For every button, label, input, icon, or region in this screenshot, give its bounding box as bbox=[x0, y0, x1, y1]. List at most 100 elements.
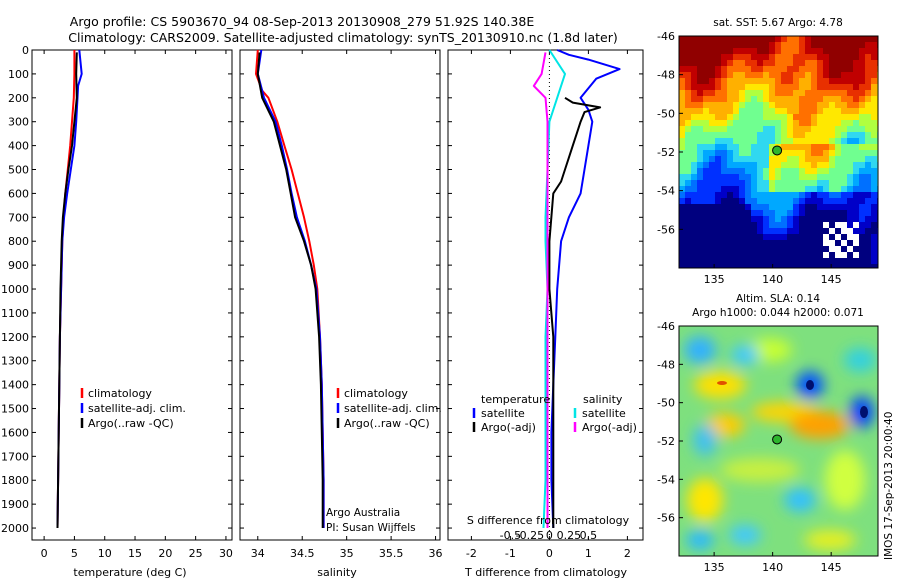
y-tick-label: 1800 bbox=[1, 474, 29, 487]
y-tick-label: 2000 bbox=[1, 522, 29, 535]
s-tick-label: -0.25 bbox=[516, 529, 544, 542]
legend-label: Argo(..raw -QC) bbox=[344, 417, 430, 430]
y-tick-label: 1400 bbox=[1, 379, 29, 392]
sla-field bbox=[679, 326, 878, 556]
series-line-satellite bbox=[542, 49, 566, 529]
sst-cells bbox=[679, 36, 878, 268]
difference-panel: -2 -1 0 1 2 -0.5-0.25 0 0.250.5 temperature salin… bbox=[447, 49, 644, 560]
y-tick-label: -48 bbox=[657, 69, 675, 82]
legend-label: satellite bbox=[582, 407, 626, 420]
sst-map: 135 140 145 -46 -48 -50 -52 -54 -56 bbox=[657, 30, 879, 286]
legend-label: satellite bbox=[481, 407, 525, 420]
y-tick-label: 1700 bbox=[1, 450, 29, 463]
x-tick-label: 0 bbox=[546, 547, 553, 560]
x-tick-label: 140 bbox=[762, 273, 783, 286]
y-tick-label: -52 bbox=[657, 435, 675, 448]
plot-frame bbox=[239, 49, 441, 541]
x-tick-label: 34.5 bbox=[290, 547, 315, 560]
difference-s-x-label: S difference from climatology bbox=[467, 514, 630, 527]
legend-label: Argo(-adj) bbox=[582, 421, 637, 434]
x-tick-label: 140 bbox=[762, 561, 783, 574]
x-tick-label: -2 bbox=[466, 547, 477, 560]
legend-header-salinity: salinity bbox=[583, 393, 623, 406]
y-tick-label: -48 bbox=[657, 358, 675, 371]
x-tick-label: 15 bbox=[128, 547, 142, 560]
legend-label: climatology bbox=[344, 387, 408, 400]
y-tick-label: 700 bbox=[8, 211, 29, 224]
temperature-panel: 0100200300400500600700800900100011001200… bbox=[1, 44, 233, 560]
imos-timestamp: IMOS 17-Sep-2013 20:00:40 bbox=[883, 412, 895, 560]
argo-location-marker bbox=[772, 434, 783, 445]
series-line-argorawqc bbox=[56, 52, 78, 529]
s-tick-label: 0 bbox=[546, 529, 553, 542]
x-tick-label: 0 bbox=[41, 547, 48, 560]
x-tick-label: 34 bbox=[251, 547, 265, 560]
y-tick-label: -50 bbox=[657, 107, 675, 120]
x-tick-label: 35.5 bbox=[379, 547, 404, 560]
plot-frame bbox=[31, 49, 233, 541]
y-tick-label: -46 bbox=[657, 320, 675, 333]
x-tick-label: 30 bbox=[219, 547, 233, 560]
s-tick-label: 0.5 bbox=[580, 529, 598, 542]
y-tick-label: 900 bbox=[8, 259, 29, 272]
x-tick-label: 36 bbox=[429, 547, 443, 560]
y-tick-label: 0 bbox=[22, 44, 29, 57]
x-tick-label: 2 bbox=[624, 547, 631, 560]
sla-map-subtitle: Argo h1000: 0.044 h2000: 0.071 bbox=[692, 307, 864, 319]
y-tick-label: -46 bbox=[657, 30, 675, 43]
y-tick-label: 1000 bbox=[1, 283, 29, 296]
x-tick-label: 1 bbox=[585, 547, 592, 560]
x-tick-label: 5 bbox=[71, 547, 78, 560]
y-tick-label: 1300 bbox=[1, 355, 29, 368]
y-tick-label: 800 bbox=[8, 235, 29, 248]
temperature-x-label: temperature (deg C) bbox=[73, 566, 186, 579]
series-line-argoadj bbox=[548, 96, 602, 528]
difference-t-x-label: T difference from climatology bbox=[464, 566, 627, 579]
sst-map-title: sat. SST: 5.67 Argo: 4.78 bbox=[713, 17, 843, 29]
legend-label: satellite-adj. clim. bbox=[88, 402, 186, 415]
y-tick-label: 1900 bbox=[1, 498, 29, 511]
argo-australia-label: Argo Australia bbox=[326, 507, 400, 519]
salinity-panel: 34 34.5 35 35.5 36 climatology satellite-adj. … bbox=[239, 49, 443, 560]
x-tick-label: 145 bbox=[821, 561, 842, 574]
y-tick-label: 1600 bbox=[1, 426, 29, 439]
y-tick-label: 300 bbox=[8, 116, 29, 129]
x-tick-label: 145 bbox=[821, 273, 842, 286]
sla-map: 135 140 145 -46 -48 -50 -52 -54 -56 bbox=[657, 320, 879, 574]
x-tick-label: 35 bbox=[340, 547, 354, 560]
series-line-argorawqc bbox=[256, 52, 324, 528]
x-tick-label: 135 bbox=[704, 561, 725, 574]
s-tick-label: 0.25 bbox=[557, 529, 582, 542]
legend-label: satellite-adj. clim. bbox=[344, 402, 442, 415]
x-tick-label: 25 bbox=[189, 547, 203, 560]
legend-label: climatology bbox=[88, 387, 152, 400]
y-tick-label: -56 bbox=[657, 512, 675, 525]
x-tick-label: 10 bbox=[98, 547, 112, 560]
y-tick-label: 100 bbox=[8, 68, 29, 81]
y-tick-label: -54 bbox=[657, 185, 675, 198]
y-tick-label: -52 bbox=[657, 146, 675, 159]
legend-label: Argo(..raw -QC) bbox=[88, 417, 174, 430]
argo-location-marker bbox=[772, 145, 783, 156]
y-tick-label: 1200 bbox=[1, 331, 29, 344]
y-tick-label: 200 bbox=[8, 92, 29, 105]
legend-header-temperature: temperature bbox=[481, 393, 550, 406]
y-tick-label: 1500 bbox=[1, 403, 29, 416]
y-tick-label: 600 bbox=[8, 187, 29, 200]
x-tick-label: 135 bbox=[704, 273, 725, 286]
legend-label: Argo(-adj) bbox=[481, 421, 536, 434]
s-tick-label: -0.5 bbox=[500, 529, 521, 542]
series-line-argoadj bbox=[532, 52, 549, 528]
sla-map-title: Altim. SLA: 0.14 bbox=[736, 293, 820, 305]
y-tick-label: -50 bbox=[657, 397, 675, 410]
x-tick-label: -1 bbox=[505, 547, 516, 560]
figure-title-line2: Climatology: CARS2009. Satellite-adjuste… bbox=[68, 30, 618, 45]
pi-label: PI: Susan Wijffels bbox=[326, 522, 416, 534]
y-tick-label: 400 bbox=[8, 140, 29, 153]
y-tick-label: -56 bbox=[657, 223, 675, 236]
x-tick-label: 20 bbox=[158, 547, 172, 560]
figure-title-line1: Argo profile: CS 5903670_94 08-Sep-2013 … bbox=[70, 14, 535, 29]
y-tick-label: 500 bbox=[8, 164, 29, 177]
y-tick-label: -54 bbox=[657, 473, 675, 486]
